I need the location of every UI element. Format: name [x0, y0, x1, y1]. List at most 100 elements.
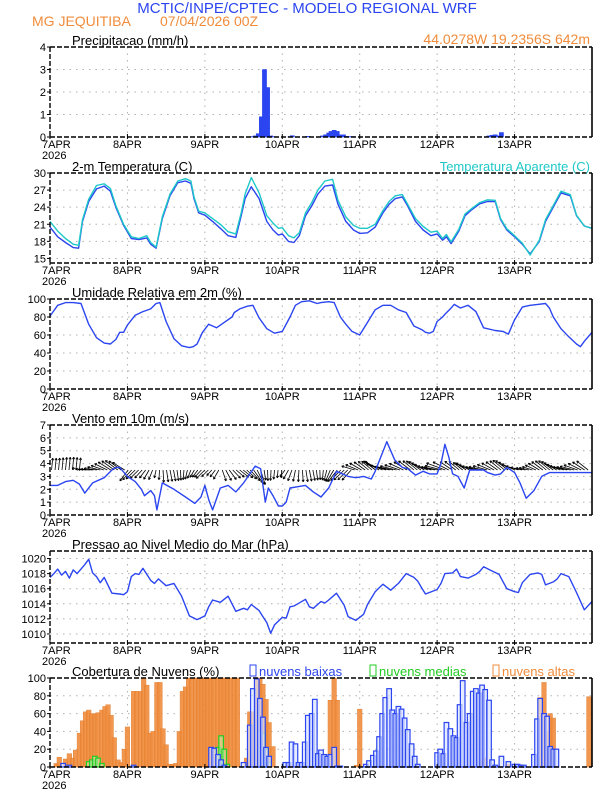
wind-arrow	[556, 466, 571, 471]
pressure-y-tick-label: 1020	[22, 554, 46, 566]
wind-arrowhead	[349, 462, 353, 466]
temperature-y-tick-label: 30	[34, 168, 46, 180]
precip-x-tick-label: 11APR	[343, 139, 377, 151]
precip-year-label: 2026	[42, 150, 66, 162]
wind-arrow	[522, 466, 533, 471]
wind-arrow	[54, 458, 57, 471]
humidity-x-tick-label: 13APR	[497, 391, 532, 403]
wind-arrowhead	[337, 477, 341, 481]
wind-arrow	[239, 469, 249, 478]
wind-arrowhead	[119, 478, 123, 482]
wind-arrowhead	[162, 480, 166, 483]
temperature-x-tick-label: 10APR	[265, 265, 300, 277]
wind-arrow	[201, 469, 209, 477]
wind-arrowhead	[213, 476, 216, 480]
wind-arrow	[402, 460, 415, 471]
clouds-legend-label-0: nuvens baixas	[259, 664, 343, 679]
precip-y-tick-label: 0	[40, 132, 46, 144]
wind-arrowhead	[313, 478, 317, 481]
temperature-line-Temperatura-Aparente	[49, 176, 593, 256]
wind-arrowhead	[305, 479, 309, 483]
wind-arrowhead	[402, 460, 406, 464]
wind-x-tick-label: 13APR	[497, 517, 532, 529]
wind-y-tick-label: 3	[40, 471, 46, 483]
wind-arrow	[531, 461, 544, 471]
precip-x-tick-label: 7APR	[42, 139, 71, 151]
wind-arrowhead	[287, 478, 291, 482]
wind-arrowhead	[250, 475, 254, 479]
wind-arrowhead	[405, 460, 409, 464]
wind-x-tick-label: 11APR	[343, 517, 377, 529]
wind-arrow	[572, 461, 585, 471]
wind-arrow	[90, 465, 104, 471]
wind-arrow	[209, 469, 216, 478]
wind-arrow	[153, 469, 157, 478]
wind-arrow	[61, 457, 64, 471]
wind-arrowhead	[241, 474, 245, 478]
humidity-y-tick-label: 20	[34, 366, 46, 378]
wind-arrowhead	[75, 457, 79, 460]
wind-arrowhead	[309, 478, 313, 482]
wind-arrow	[312, 469, 316, 481]
wind-arrow	[182, 469, 185, 480]
wind-arrowhead	[552, 465, 556, 469]
temperature-line-Temperatura-2m	[49, 180, 593, 255]
wind-arrowhead	[170, 479, 174, 482]
precip-y-tick-label: 3	[40, 65, 46, 77]
wind-arrowhead	[458, 464, 462, 467]
wind-arrow	[51, 458, 54, 471]
wind-arrowhead	[411, 462, 414, 466]
wind-arrow	[406, 460, 418, 471]
wind-arrowhead	[498, 461, 502, 465]
wind-arrow	[246, 469, 257, 480]
wind-arrow	[194, 469, 202, 478]
clouds-y-tick-label: 20	[34, 744, 46, 756]
wind-arrow	[279, 469, 286, 477]
wind-arrowhead	[292, 478, 295, 482]
precip-x-tick-label: 8APR	[113, 139, 142, 151]
wind-arrow	[187, 469, 192, 479]
temperature-x-tick-label: 8APR	[113, 265, 142, 277]
wind-arrow	[105, 460, 118, 471]
wind-x-tick-label: 7APR	[42, 517, 71, 529]
clouds-year-label: 2026	[42, 780, 66, 792]
wind-arrowhead	[341, 477, 345, 481]
wind-arrow	[559, 466, 575, 471]
wind-arrow	[169, 469, 173, 482]
humidity-y-tick-label: 80	[34, 312, 46, 324]
wind-arrow	[302, 469, 304, 482]
wind-arrow	[166, 469, 169, 482]
wind-arrowhead	[51, 457, 55, 461]
wind-arrowhead	[556, 465, 559, 469]
wind-arrowhead	[201, 474, 205, 477]
wind-arrowhead	[229, 478, 232, 481]
wind-arrow	[139, 469, 146, 479]
wind-arrow	[189, 469, 195, 478]
wind-arrowhead	[275, 475, 279, 479]
wind-arrowhead	[492, 459, 496, 463]
pressure-year-label: 2026	[42, 656, 66, 668]
wind-arrowhead	[296, 479, 300, 482]
temperature-panel: 15 18 21 24 27 30 7APR 8APR 9APR 10APR 11APR 12APR 1…	[34, 159, 593, 288]
wind-arrowhead	[489, 460, 493, 464]
humidity-x-tick-label: 12APR	[420, 391, 455, 403]
wind-arrow	[129, 469, 139, 479]
wind-arrowhead	[521, 465, 525, 469]
wind-arrow	[528, 462, 540, 471]
wind-arrowhead	[501, 463, 505, 467]
clouds-bar-nuvens-baixas	[498, 755, 505, 768]
wind-arrowhead	[345, 464, 349, 467]
wind-arrowhead	[279, 474, 283, 478]
clouds-bar-nuvens-baixas	[221, 764, 228, 768]
wind-arrow	[75, 457, 78, 471]
wind-arrow	[525, 464, 537, 471]
wind-arrowhead	[559, 465, 563, 469]
precip-y-tick-label: 1	[40, 110, 46, 122]
clouds-bar-nuvens-baixas	[553, 748, 560, 768]
wind-arrow	[221, 469, 227, 482]
wind-arrowhead	[510, 466, 514, 470]
wind-arrow	[125, 469, 136, 480]
wind-arrow	[225, 469, 232, 481]
clouds-bar-nuvens-baixas	[311, 698, 318, 768]
wind-arrowhead	[72, 456, 76, 460]
